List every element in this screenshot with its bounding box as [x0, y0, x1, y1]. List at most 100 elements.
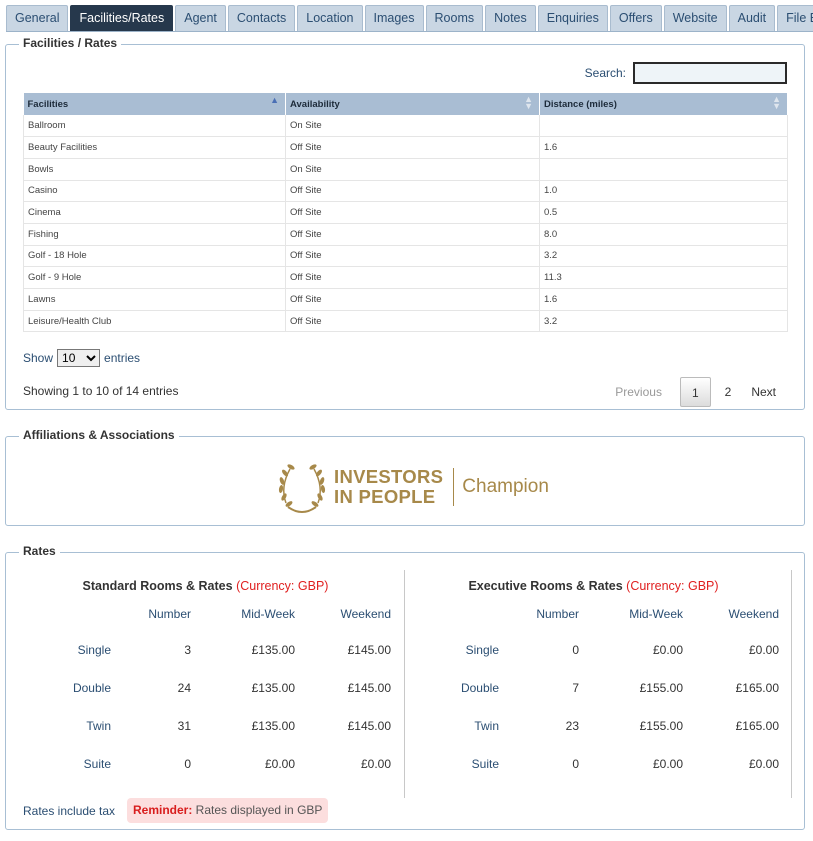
reminder-text: Rates displayed in GBP [192, 803, 323, 817]
tab-agent[interactable]: Agent [175, 5, 226, 31]
table-row: Leisure/Health Club Off Site 3.2 [23, 310, 788, 333]
facility-cell: Leisure/Health Club [23, 310, 286, 333]
column-header-distance[interactable]: Distance (miles) ▲ ▼ [539, 93, 788, 115]
standard-rates-panel: Standard Rooms & Rates (Currency: GBP) N… [18, 569, 393, 797]
rate-row-suite: Suite 0 £0.00 £0.00 [18, 757, 393, 777]
room-type-label: Suite [471, 757, 499, 771]
page-button-2[interactable]: 2 [724, 385, 732, 399]
tab-facilities-rates[interactable]: Facilities/Rates [70, 5, 174, 31]
facilities-fieldset: Facilities / Rates Search: Facilities ▲ … [5, 36, 805, 410]
affiliations-legend: Affiliations & Associations [19, 428, 179, 442]
availability-cell: Off Site [285, 288, 540, 311]
availability-cell: Off Site [285, 223, 540, 246]
room-count: 23 [565, 719, 579, 733]
room-type-label: Twin [86, 719, 111, 733]
page-length-control: Show 10 entries [23, 349, 140, 367]
room-count: 0 [572, 643, 579, 657]
availability-cell: Off Site [285, 136, 540, 159]
tab-bar: General Facilities/Rates Agent Contacts Loca… [6, 5, 813, 32]
column-header-availability[interactable]: Availability ▲ ▼ [285, 93, 540, 115]
logo-line-1: INVESTORS [334, 466, 444, 487]
mid-week-rate: £0.00 [264, 757, 295, 771]
currency-label: (Currency: GBP) [626, 579, 719, 593]
reminder-label: Reminder: [133, 803, 193, 817]
distance-cell: 0.5 [539, 201, 788, 224]
page-button-1[interactable]: 1 [679, 377, 711, 407]
header-number: Number [148, 607, 191, 621]
facility-cell: Lawns [23, 288, 286, 311]
mid-week-rate: £155.00 [639, 719, 683, 733]
distance-cell: 3.2 [539, 245, 788, 268]
tab-rooms[interactable]: Rooms [425, 5, 484, 31]
room-type-label: Single [77, 643, 111, 657]
distance-cell: 1.6 [539, 136, 788, 159]
availability-cell: On Site [285, 115, 540, 138]
header-weekend: Weekend [728, 607, 779, 621]
mid-week-rate: £0.00 [652, 643, 683, 657]
rates-fieldset: Rates Standard Rooms & Rates (Currency: … [5, 544, 805, 830]
availability-cell: Off Site [285, 310, 540, 333]
room-type-label: Double [460, 681, 499, 695]
page-length-select[interactable]: 10 [57, 349, 101, 367]
room-count: 24 [177, 681, 191, 695]
column-header-label: Availability [290, 98, 340, 110]
sort-ascending-icon: ▲ [270, 95, 279, 105]
distance-cell [539, 158, 788, 181]
logo-line-2: IN PEOPLE [334, 486, 436, 507]
column-header-label: Facilities [27, 98, 69, 110]
tab-images[interactable]: Images [364, 5, 424, 31]
facilities-table: Facilities ▲ Availability ▲ ▼ Distance (m… [23, 93, 788, 333]
rates-column-divider [404, 570, 405, 798]
mid-week-rate: £135.00 [251, 719, 295, 733]
laurel-wreath-icon [278, 464, 326, 513]
distance-cell: 8.0 [539, 223, 788, 246]
search-input[interactable] [633, 62, 787, 84]
table-header-row: Facilities ▲ Availability ▲ ▼ Distance (m… [23, 93, 788, 115]
room-count: 3 [184, 643, 191, 657]
room-type-label: Twin [474, 719, 499, 733]
distance-cell: 3.2 [539, 310, 788, 333]
rates-title-text: Standard Rooms & Rates [82, 579, 233, 593]
tab-enquiries[interactable]: Enquiries [537, 5, 608, 31]
weekend-rate: £0.00 [360, 757, 391, 771]
rate-row-single: Single 3 £135.00 £145.00 [18, 643, 393, 663]
pagination: Previous 1 2 Next [605, 377, 786, 407]
tab-website[interactable]: Website [663, 5, 727, 31]
table-row: Beauty Facilities Off Site 1.6 [23, 136, 788, 159]
weekend-rate: £0.00 [748, 757, 779, 771]
column-header-facilities[interactable]: Facilities ▲ [23, 93, 286, 115]
header-mid-week: Mid-Week [241, 607, 295, 621]
tab-offers[interactable]: Offers [609, 5, 662, 31]
tab-audit[interactable]: Audit [728, 5, 776, 31]
table-info: Showing 1 to 10 of 14 entries [23, 384, 179, 398]
weekend-rate: £165.00 [735, 681, 779, 695]
logo-tagline: Champion [462, 476, 549, 497]
weekend-rate: £145.00 [347, 681, 391, 695]
rate-row-twin: Twin 23 £155.00 £165.00 [406, 719, 781, 739]
rates-title-text: Executive Rooms & Rates [468, 579, 623, 593]
weekend-rate: £145.00 [347, 643, 391, 657]
availability-cell: Off Site [285, 180, 540, 203]
tab-notes[interactable]: Notes [485, 5, 536, 31]
weekend-rate: £145.00 [347, 719, 391, 733]
next-page-button[interactable]: Next [751, 385, 776, 399]
tab-file-bank[interactable]: File Bank [777, 5, 813, 31]
executive-rates-panel: Executive Rooms & Rates (Currency: GBP) … [406, 569, 781, 797]
table-row: Fishing Off Site 8.0 [23, 223, 788, 246]
distance-cell [539, 115, 788, 138]
previous-page-button[interactable]: Previous [615, 385, 662, 399]
mid-week-rate: £155.00 [639, 681, 683, 695]
sort-both-icon: ▲ ▼ [772, 94, 781, 111]
tab-general[interactable]: General [6, 5, 69, 31]
entries-label: entries [104, 351, 141, 365]
mid-week-rate: £135.00 [251, 681, 295, 695]
investors-in-people-logo: INVESTORS IN PEOPLE Champion [274, 459, 549, 515]
facility-cell: Casino [23, 180, 286, 203]
table-row: Casino Off Site 1.0 [23, 180, 788, 203]
header-mid-week: Mid-Week [629, 607, 683, 621]
tab-contacts[interactable]: Contacts [227, 5, 296, 31]
table-row: Ballroom On Site [23, 115, 788, 138]
tab-location[interactable]: Location [297, 5, 363, 31]
rate-row-double: Double 7 £155.00 £165.00 [406, 681, 781, 701]
mid-week-rate: £135.00 [251, 643, 295, 657]
